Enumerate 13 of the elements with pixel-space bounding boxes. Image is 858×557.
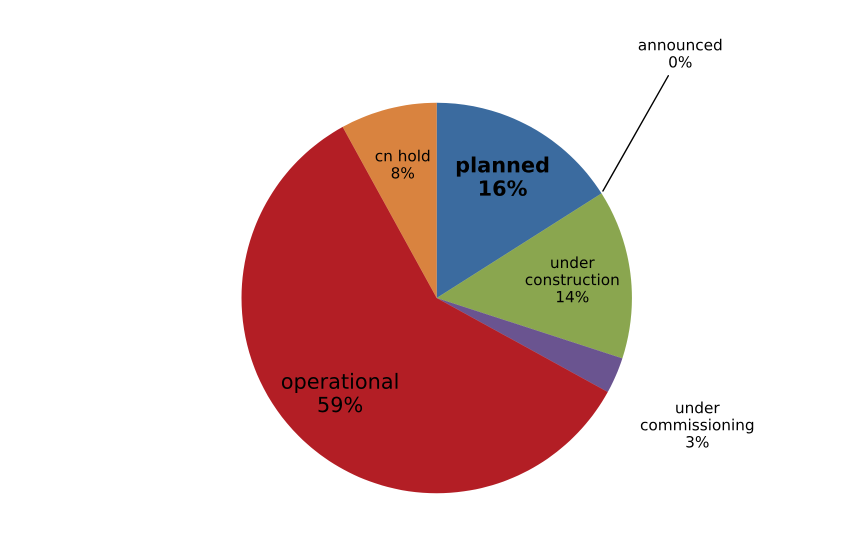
- slice-label: under commissioning: [640, 402, 754, 434]
- pie-slice: [342, 102, 437, 298]
- category-label: announced: [638, 38, 722, 51]
- slice-label: operational: [282, 372, 398, 394]
- slice-label: planned: [456, 156, 548, 177]
- slice-label: under construction: [526, 256, 619, 286]
- data-label: 59%: [318, 396, 362, 412]
- text: 0%: [669, 56, 692, 68]
- data-label: 16%: [480, 180, 527, 196]
- slice-label: cn hold: [376, 150, 430, 162]
- data-label: 14%: [556, 290, 588, 302]
- data-label: 8%: [392, 167, 414, 179]
- data-label: 3%: [686, 436, 709, 448]
